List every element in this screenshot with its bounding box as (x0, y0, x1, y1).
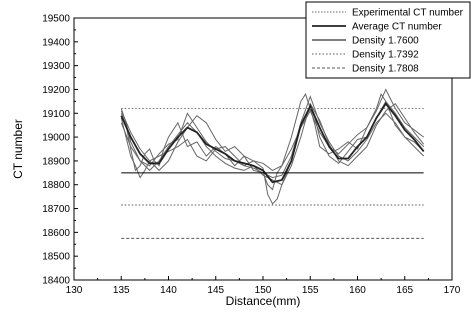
y-tick-label: 19500 (42, 14, 70, 25)
plot-area (121, 90, 423, 239)
y-tick-label: 18600 (42, 228, 70, 239)
x-tick-label: 155 (302, 285, 319, 296)
legend: Experimental CT number Average CT number D… (306, 2, 470, 78)
legend-label: Density 1.7600 (352, 36, 419, 47)
x-tick-label: 160 (349, 285, 366, 296)
y-tick-label: 19000 (42, 133, 70, 144)
y-tick-label: 18800 (42, 180, 70, 191)
legend-label: Density 1.7808 (352, 64, 419, 75)
legend-label: Average CT number (352, 22, 442, 33)
x-axis-title: Distance(mm) (226, 294, 301, 308)
y-tick-label: 19200 (42, 85, 70, 96)
x-tick-label: 130 (66, 285, 83, 296)
y-tick-label: 18500 (42, 252, 70, 263)
x-tick-label: 165 (396, 285, 413, 296)
x-tick-label: 140 (160, 285, 177, 296)
y-tick-label: 18900 (42, 156, 70, 167)
x-tick-label: 170 (444, 285, 461, 296)
y-tick-label: 18400 (42, 276, 70, 287)
y-tick-label: 19300 (42, 61, 70, 72)
legend-label: Density 1.7392 (352, 50, 419, 61)
y-tick-label: 19100 (42, 109, 70, 120)
y-tick-label: 18700 (42, 204, 70, 215)
y-axis-title: CT number (11, 119, 25, 179)
x-tick-label: 135 (113, 285, 130, 296)
legend-label: Experimental CT number (352, 8, 464, 19)
y-tick-label: 19400 (42, 37, 70, 48)
x-tick-label: 145 (207, 285, 224, 296)
